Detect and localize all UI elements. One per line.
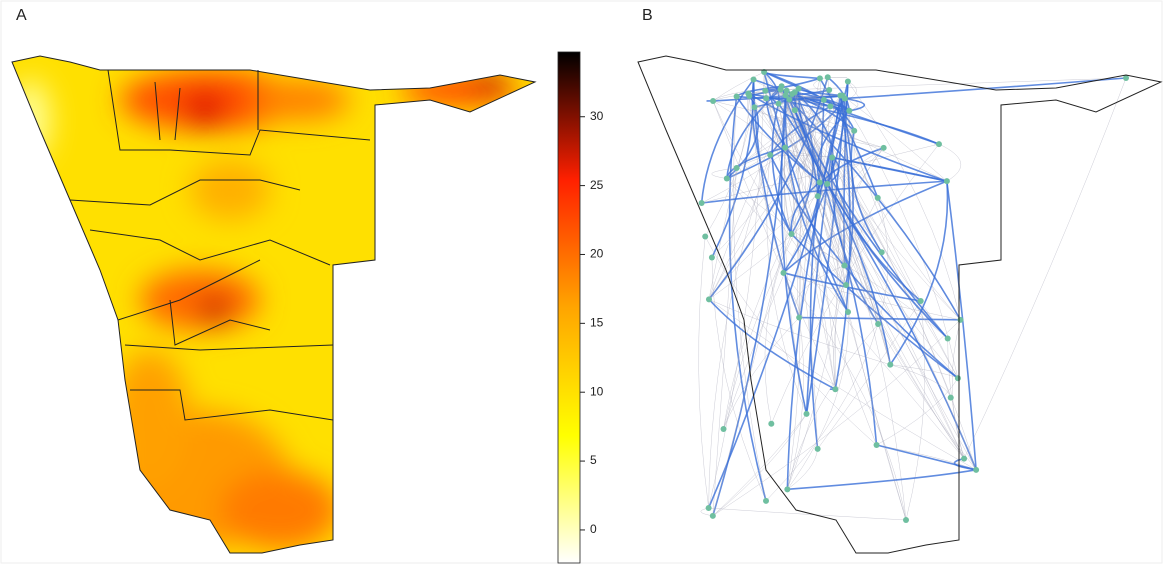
node xyxy=(918,298,924,304)
node xyxy=(724,176,730,182)
node xyxy=(829,155,835,161)
figure: A B xyxy=(0,0,1163,564)
node xyxy=(957,317,963,323)
node xyxy=(903,517,909,523)
node xyxy=(944,178,950,184)
node xyxy=(751,104,757,110)
node xyxy=(845,309,851,315)
node xyxy=(887,362,893,368)
node xyxy=(815,193,821,199)
colorbar-tick-label: 20 xyxy=(590,247,604,261)
node xyxy=(815,446,821,452)
node xyxy=(789,91,795,97)
node xyxy=(936,141,942,147)
node xyxy=(881,145,887,151)
node xyxy=(702,233,708,239)
node xyxy=(821,97,827,103)
node xyxy=(875,195,881,201)
node xyxy=(796,86,802,92)
node xyxy=(824,181,830,187)
node xyxy=(827,103,833,109)
node xyxy=(804,411,810,417)
node xyxy=(777,86,783,92)
node xyxy=(710,98,716,104)
node xyxy=(784,88,790,94)
node xyxy=(706,296,712,302)
panel-label: A xyxy=(16,7,27,24)
colorbar-tick-label: 0 xyxy=(590,522,597,536)
node xyxy=(846,108,852,114)
colorbar-tick-label: 5 xyxy=(590,453,597,467)
network-map xyxy=(638,56,1161,553)
node xyxy=(817,179,823,185)
node xyxy=(784,486,790,492)
link xyxy=(699,236,709,508)
node xyxy=(767,152,773,158)
node xyxy=(768,421,774,427)
node xyxy=(832,386,838,392)
node xyxy=(721,426,727,432)
node xyxy=(746,93,752,99)
node xyxy=(763,498,769,504)
node xyxy=(817,75,823,81)
node xyxy=(973,467,979,473)
node xyxy=(776,101,782,107)
node xyxy=(706,505,712,511)
node xyxy=(751,76,757,82)
node xyxy=(875,321,881,327)
node xyxy=(841,262,847,268)
node xyxy=(851,128,857,134)
node xyxy=(782,145,788,151)
node xyxy=(837,92,843,98)
node xyxy=(796,315,802,321)
node xyxy=(961,456,967,462)
node xyxy=(845,79,851,85)
node xyxy=(874,442,880,448)
node xyxy=(843,282,849,288)
colorbar-tick-label: 30 xyxy=(590,109,604,123)
panel-label: B xyxy=(642,7,653,24)
node xyxy=(825,74,831,80)
node xyxy=(879,249,885,255)
colorbar-tick-label: 10 xyxy=(590,384,604,398)
node xyxy=(826,87,832,93)
colorbar-tick-label: 15 xyxy=(590,316,604,330)
node xyxy=(709,254,715,260)
node xyxy=(734,93,740,99)
node xyxy=(948,395,954,401)
colorbar-tick-label: 25 xyxy=(590,178,604,192)
node xyxy=(699,200,705,206)
node xyxy=(789,231,795,237)
colorbar xyxy=(558,52,580,563)
node xyxy=(734,165,740,171)
node xyxy=(710,513,716,519)
node xyxy=(762,88,768,94)
node xyxy=(792,107,798,113)
node xyxy=(945,335,951,341)
node xyxy=(955,375,961,381)
node xyxy=(763,95,769,101)
node xyxy=(780,270,786,276)
heat-map xyxy=(0,40,560,560)
